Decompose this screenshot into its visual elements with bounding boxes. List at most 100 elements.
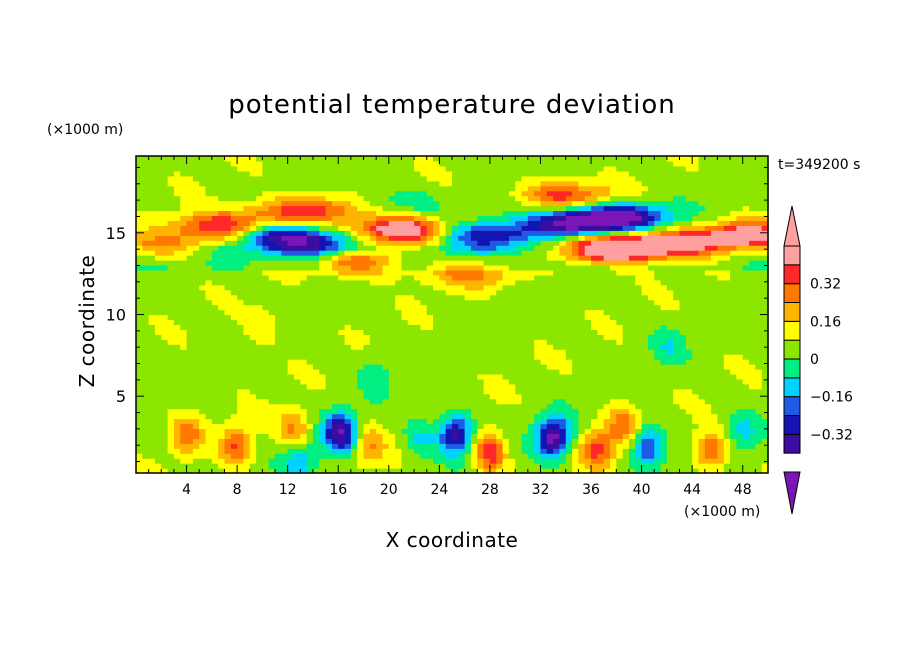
field-cell <box>704 309 712 316</box>
field-cell <box>483 269 491 276</box>
field-cell <box>591 269 598 276</box>
field-cell <box>319 468 327 474</box>
field-cell <box>654 299 662 306</box>
field-cell <box>496 309 504 316</box>
field-cell <box>388 230 396 236</box>
field-cell <box>610 463 617 469</box>
field-cell <box>319 289 327 296</box>
field-cell <box>180 269 188 276</box>
field-cell <box>540 274 548 281</box>
field-cell <box>363 324 371 330</box>
field-cell <box>622 274 630 281</box>
field-cell <box>730 383 737 390</box>
field-cell <box>527 373 535 380</box>
field-cell <box>685 284 693 291</box>
field-cell <box>388 319 396 325</box>
field-cell <box>692 324 700 330</box>
field-cell <box>666 383 674 390</box>
field-cell <box>161 339 169 345</box>
field-cell <box>319 418 327 425</box>
field-cell <box>363 388 371 395</box>
field-cell <box>641 279 649 286</box>
field-cell <box>527 245 535 251</box>
field-cell <box>319 269 327 276</box>
field-cell <box>711 274 719 281</box>
field-cell <box>369 418 377 425</box>
field-cell <box>319 388 327 395</box>
field-cell <box>685 354 693 360</box>
field-cell <box>565 314 573 321</box>
field-cell <box>540 349 548 355</box>
field-cell <box>294 408 301 415</box>
field-cell <box>597 388 605 395</box>
field-cell <box>622 354 630 360</box>
field-cell <box>180 413 188 420</box>
field-cell <box>407 359 415 365</box>
field-cell <box>647 413 655 420</box>
field-cell <box>666 408 674 415</box>
field-cell <box>452 289 459 296</box>
field-cell <box>584 438 592 444</box>
field-cell <box>136 279 143 286</box>
field-cell <box>388 269 396 276</box>
field-cell <box>553 433 561 439</box>
field-cell <box>736 334 744 340</box>
field-cell <box>300 304 308 311</box>
field-cell <box>224 235 232 241</box>
field-cell <box>136 255 143 261</box>
field-cell <box>420 230 428 236</box>
field-cell <box>591 463 598 469</box>
field-cell <box>534 408 542 415</box>
field-cell <box>300 344 308 350</box>
field-cell <box>136 403 143 410</box>
field-cell <box>180 344 188 350</box>
field-cell <box>647 468 655 474</box>
field-cell <box>647 458 655 464</box>
field-cell <box>363 329 371 335</box>
field-cell <box>673 319 681 325</box>
field-cell <box>192 359 200 365</box>
field-cell <box>603 438 611 444</box>
field-cell <box>173 368 181 375</box>
field-cell <box>205 403 213 410</box>
field-cell <box>350 329 358 335</box>
field-cell <box>306 453 314 459</box>
field-cell <box>666 393 674 400</box>
field-cell <box>154 344 162 350</box>
field-cell <box>211 319 219 325</box>
field-cell <box>673 240 681 246</box>
field-cell <box>287 334 295 340</box>
field-cell <box>521 324 529 330</box>
field-cell <box>572 339 579 345</box>
field-cell <box>610 245 617 251</box>
field-cell <box>723 319 731 325</box>
field-cell <box>666 304 674 311</box>
field-cell <box>572 329 579 335</box>
field-cell <box>192 329 200 335</box>
field-cell <box>685 453 693 459</box>
field-cell <box>515 225 523 231</box>
field-cell <box>749 408 756 415</box>
field-cell <box>331 433 339 439</box>
field-cell <box>742 269 750 276</box>
field-cell <box>205 359 213 365</box>
field-cell <box>275 373 282 380</box>
field-cell <box>711 359 719 365</box>
field-cell <box>281 398 289 405</box>
field-cell <box>426 344 434 350</box>
field-cell <box>218 319 226 325</box>
field-cell <box>363 428 371 434</box>
field-cell <box>281 324 289 330</box>
field-cell <box>376 373 384 380</box>
field-cell <box>508 279 516 286</box>
field-cell <box>698 438 706 444</box>
field-cell <box>445 383 453 390</box>
field-cell <box>647 463 655 469</box>
field-cell <box>401 274 409 281</box>
field-cell <box>211 304 219 311</box>
field-cell <box>673 344 681 350</box>
field-cell <box>736 433 744 439</box>
field-cell <box>660 225 668 231</box>
field-cell <box>553 339 561 345</box>
field-cell <box>559 339 567 345</box>
